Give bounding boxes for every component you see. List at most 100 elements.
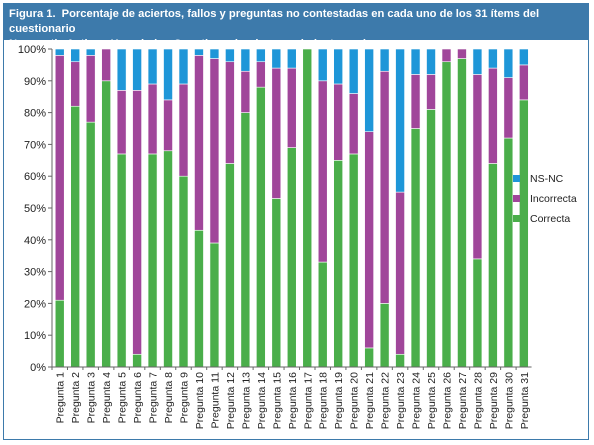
- bar-segment-ns-nc-19: [333, 48, 343, 85]
- bar-segment-incorrecta-30: [503, 77, 514, 139]
- bar-segment-ns-nc-22: [379, 48, 390, 72]
- bar-segment-incorrecta-23: [395, 191, 405, 355]
- bar-segment-incorrecta-7: [147, 83, 158, 155]
- bar-segment-ns-nc-28: [472, 48, 483, 75]
- bar-segment-correcta-25: [426, 109, 436, 368]
- bar-segment-incorrecta-14: [256, 61, 266, 88]
- x-tick-label: Pregunta 30: [503, 372, 515, 429]
- x-tick-label: Pregunta 2: [70, 372, 82, 424]
- x-tick-label: Pregunta 11: [209, 372, 221, 429]
- bar-segment-incorrecta-22: [379, 70, 390, 304]
- legend: NS-NC Incorrecta Correcta: [513, 173, 577, 225]
- bar-segment-incorrecta-16: [286, 67, 297, 148]
- bar-segment-incorrecta-9: [178, 83, 189, 177]
- bar-segment-correcta-7: [147, 153, 158, 368]
- y-tick-label: 40%: [24, 235, 46, 247]
- bar-segment-ns-nc-5: [116, 48, 127, 91]
- bar-segment-incorrecta-4: [101, 48, 111, 82]
- y-axis: 0% 10% 20% 30% 40% 50% 60% 70% 80% 90% 100%: [18, 44, 53, 374]
- bar-segment-incorrecta-29: [488, 67, 498, 164]
- bar-segment-incorrecta-27: [457, 48, 467, 59]
- x-tick-label: Pregunta 29: [488, 372, 500, 429]
- x-tick-label: Pregunta 31: [519, 372, 531, 429]
- x-tick-label: Pregunta 26: [441, 372, 453, 429]
- bar-segment-correcta-20: [348, 153, 359, 368]
- bar-segment-incorrecta-2: [70, 61, 80, 107]
- figure-title-text1: Porcentaje de aciertos, fallos y pregunt…: [9, 8, 540, 35]
- x-tick-label: Pregunta 10: [194, 372, 206, 429]
- bar-segment-ns-nc-15: [271, 48, 282, 69]
- bar-segment-correcta-28: [472, 258, 483, 368]
- bar-segment-ns-nc-18: [317, 48, 328, 82]
- bar-segment-incorrecta-3: [85, 55, 96, 123]
- x-tick-label: Pregunta 8: [163, 372, 175, 424]
- x-tick-label: Pregunta 16: [287, 372, 299, 429]
- bar-segment-ns-nc-29: [488, 48, 498, 69]
- bar-segment-ns-nc-7: [147, 48, 158, 85]
- legend-label-correcta: Correcta: [530, 213, 570, 225]
- bar-segment-correcta-21: [364, 347, 374, 368]
- x-tick-label: Pregunta 7: [148, 372, 160, 424]
- bar-segment-ns-nc-9: [178, 48, 189, 85]
- bar-segment-correcta-8: [163, 150, 173, 368]
- x-tick-label: Pregunta 22: [380, 372, 392, 429]
- x-tick-label: Pregunta 1: [55, 372, 67, 424]
- bar-segment-ns-nc-14: [256, 48, 266, 63]
- bar-segment-ns-nc-1: [54, 48, 65, 56]
- bar-segment-correcta-22: [379, 303, 390, 368]
- bar-segment-correcta-15: [271, 198, 282, 368]
- legend-label-ns-nc: NS-NC: [530, 173, 564, 185]
- y-tick-label: 80%: [24, 108, 46, 120]
- bar-segment-incorrecta-1: [54, 55, 65, 301]
- x-tick-label: Pregunta 14: [256, 372, 268, 429]
- x-tick-label: Pregunta 25: [426, 372, 438, 429]
- bar-segment-ns-nc-13: [240, 48, 251, 72]
- bar-segment-ns-nc-11: [209, 48, 220, 59]
- bar-segment-ns-nc-8: [163, 48, 173, 101]
- bar-segment-correcta-18: [317, 261, 328, 368]
- bar-segment-correcta-24: [410, 128, 421, 368]
- bar-segment-incorrecta-8: [163, 99, 173, 152]
- bar-segment-correcta-30: [503, 137, 514, 368]
- x-tick-label: Pregunta 21: [364, 372, 376, 429]
- bar-segment-correcta-23: [395, 353, 405, 368]
- figure-label: Figura 1.: [9, 8, 56, 20]
- y-tick-label: 90%: [24, 76, 46, 88]
- x-tick-label: Pregunta 23: [395, 372, 407, 429]
- legend-swatch-correcta: [513, 215, 520, 222]
- bar-segment-incorrecta-19: [333, 83, 343, 161]
- y-tick-label: 20%: [24, 298, 46, 310]
- bar-segment-ns-nc-20: [348, 48, 359, 94]
- bar-segment-ns-nc-6: [132, 48, 142, 91]
- y-tick-label: 0%: [30, 362, 46, 374]
- plot-area: [54, 48, 529, 368]
- bar-segment-ns-nc-25: [426, 48, 436, 75]
- bar-segment-incorrecta-15: [271, 67, 282, 199]
- bar-segment-ns-nc-21: [364, 48, 374, 132]
- x-tick-label: Pregunta 5: [117, 372, 129, 424]
- bar-segment-incorrecta-24: [410, 74, 421, 129]
- figure-title-line2: Newcastle Asthma Knowledge Questionnaire…: [9, 38, 413, 50]
- bar-segment-ns-nc-31: [519, 48, 529, 66]
- y-tick-label: 70%: [24, 139, 46, 151]
- bar-segment-correcta-19: [333, 160, 343, 368]
- bar-segment-incorrecta-6: [132, 90, 142, 355]
- bar-segment-incorrecta-13: [240, 70, 251, 113]
- x-tick-label: Pregunta 6: [132, 372, 144, 424]
- y-tick-label: 60%: [24, 171, 46, 183]
- bar-segment-correcta-26: [441, 61, 452, 368]
- bar-segment-correcta-9: [178, 175, 189, 368]
- bar-segment-incorrecta-12: [225, 61, 235, 164]
- bar-segment-ns-nc-3: [85, 48, 96, 56]
- bar-segment-correcta-31: [519, 99, 529, 368]
- bar-segment-correcta-17: [302, 48, 313, 368]
- bar-segment-ns-nc-10: [194, 48, 204, 56]
- y-tick-label: 30%: [24, 267, 46, 279]
- x-tick-label: Pregunta 12: [225, 372, 237, 429]
- x-tick-label: Pregunta 28: [472, 372, 484, 429]
- bar-segment-incorrecta-21: [364, 131, 374, 349]
- bar-segment-incorrecta-31: [519, 64, 529, 101]
- legend-label-incorrecta: Incorrecta: [530, 193, 577, 205]
- figure-title-line1: Figura 1. Porcentaje de aciertos, fallos …: [9, 7, 582, 37]
